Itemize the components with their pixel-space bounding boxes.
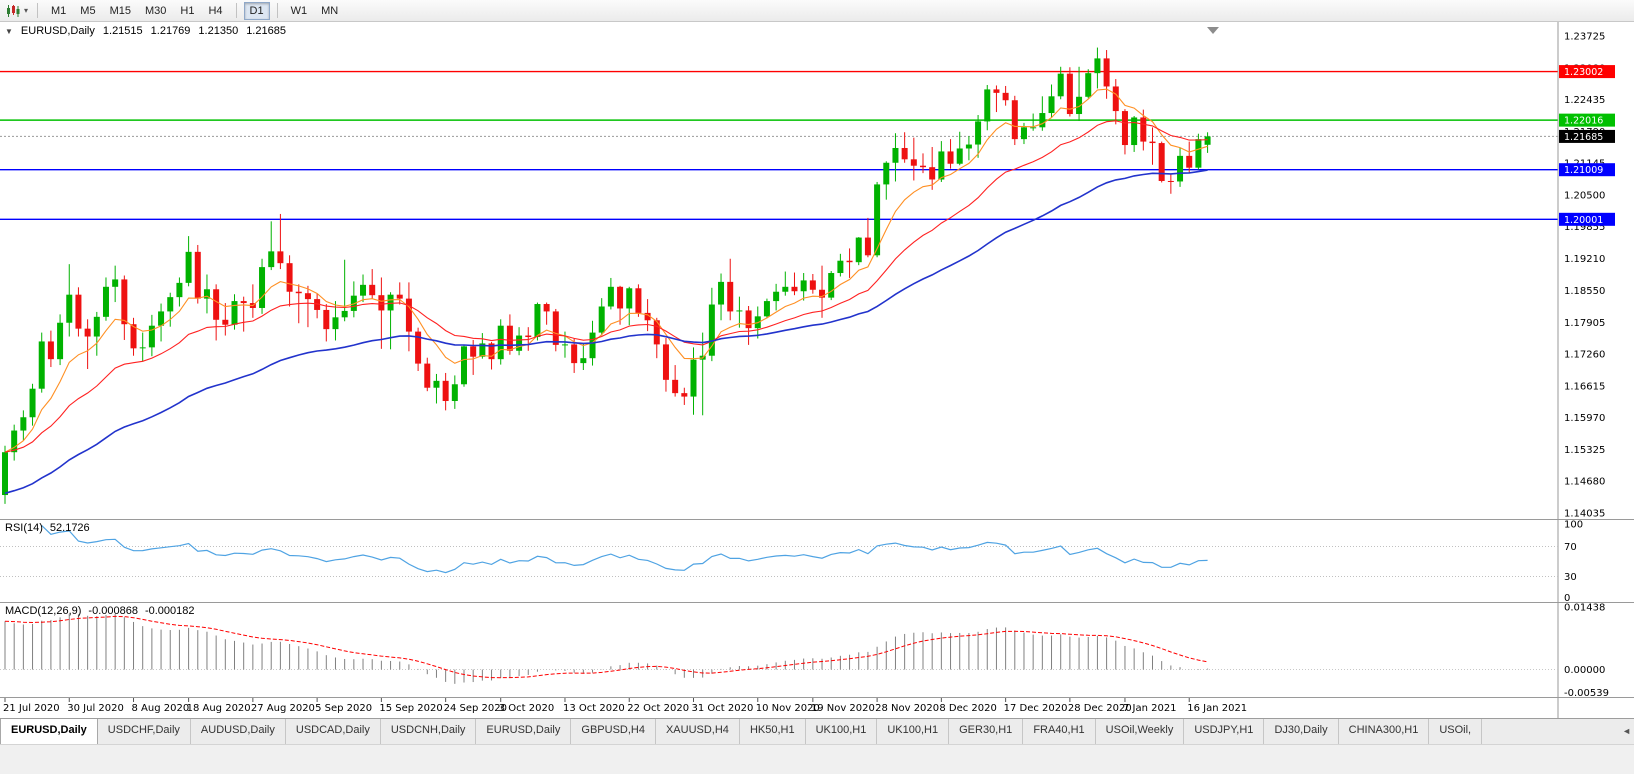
open-value: 1.21515 xyxy=(102,25,143,37)
svg-text:22 Oct 2020: 22 Oct 2020 xyxy=(627,703,689,714)
svg-text:30: 30 xyxy=(1564,572,1577,583)
svg-text:1.23725: 1.23725 xyxy=(1564,32,1605,43)
svg-text:1.17260: 1.17260 xyxy=(1564,350,1605,361)
svg-text:5 Sep 2020: 5 Sep 2020 xyxy=(315,703,372,714)
svg-text:1.17905: 1.17905 xyxy=(1564,318,1605,329)
svg-text:-0.00539: -0.00539 xyxy=(1564,688,1609,699)
tab-dj30-daily[interactable]: DJ30,Daily xyxy=(1264,719,1339,744)
tab-usdchf-daily[interactable]: USDCHF,Daily xyxy=(98,719,191,744)
svg-text:1.21685: 1.21685 xyxy=(1564,132,1603,143)
tab-fra40-h1[interactable]: FRA40,H1 xyxy=(1023,719,1096,744)
timeframe-d1-button[interactable]: D1 xyxy=(243,1,270,20)
chevron-down-icon[interactable]: ▾ xyxy=(24,6,29,15)
toolbar-separator xyxy=(235,3,237,18)
svg-text:1.21009: 1.21009 xyxy=(1564,165,1603,176)
svg-text:0.01438: 0.01438 xyxy=(1564,603,1605,614)
svg-text:1.14680: 1.14680 xyxy=(1564,477,1605,488)
svg-text:1.20500: 1.20500 xyxy=(1564,190,1605,201)
tab-usdcad-daily[interactable]: USDCAD,Daily xyxy=(286,719,381,744)
svg-text:19 Nov 2020: 19 Nov 2020 xyxy=(811,703,875,714)
svg-text:1.15970: 1.15970 xyxy=(1564,413,1605,424)
tab-uk100-h1-1[interactable]: UK100,H1 xyxy=(806,719,878,744)
tab-audusd-daily[interactable]: AUDUSD,Daily xyxy=(191,719,286,744)
chart-area: 1.237251.230801.224351.217901.211451.205… xyxy=(0,22,1634,718)
tab-eurusd-daily-2[interactable]: EURUSD,Daily xyxy=(476,719,572,744)
timeframe-h4-button[interactable]: H4 xyxy=(202,2,228,20)
svg-text:1.14035: 1.14035 xyxy=(1564,509,1605,520)
svg-text:8 Dec 2020: 8 Dec 2020 xyxy=(939,703,997,714)
svg-text:28 Nov 2020: 28 Nov 2020 xyxy=(875,703,939,714)
tab-usdcnh-daily[interactable]: USDCNH,Daily xyxy=(381,719,477,744)
timeframe-w1-button[interactable]: W1 xyxy=(285,2,314,20)
tab-usdjpy-h1[interactable]: USDJPY,H1 xyxy=(1184,719,1265,744)
svg-text:0: 0 xyxy=(1564,593,1570,604)
rsi-value: 52.1726 xyxy=(49,522,90,534)
timeframe-m1-button[interactable]: M1 xyxy=(45,2,72,20)
macd-name: MACD(12,26,9) xyxy=(5,605,82,617)
svg-text:16 Jan 2021: 16 Jan 2021 xyxy=(1187,703,1247,714)
svg-text:3 Oct 2020: 3 Oct 2020 xyxy=(499,703,554,714)
tab-eurusd-daily-1[interactable]: EURUSD,Daily xyxy=(0,719,98,744)
tab-usoil-partial[interactable]: USOil, xyxy=(1429,719,1483,744)
tab-uk100-h1-2[interactable]: UK100,H1 xyxy=(877,719,950,744)
tab-scroll-left-icon[interactable]: ◄ xyxy=(1622,726,1631,736)
svg-text:1.16615: 1.16615 xyxy=(1564,381,1605,392)
svg-text:1.22435: 1.22435 xyxy=(1564,95,1605,106)
high-value: 1.21769 xyxy=(150,25,191,37)
close-value: 1.21685 xyxy=(246,25,286,37)
toolbar-separator xyxy=(37,3,39,18)
rsi-name: RSI(14) xyxy=(5,522,43,534)
tab-hk50-h1[interactable]: HK50,H1 xyxy=(740,719,806,744)
svg-text:28 Dec 2020: 28 Dec 2020 xyxy=(1068,703,1132,714)
symbol-period-label: EURUSD,Daily xyxy=(20,25,95,37)
svg-text:10 Nov 2020: 10 Nov 2020 xyxy=(756,703,820,714)
chart-tabs-bar: EURUSD,Daily USDCHF,Daily AUDUSD,Daily U… xyxy=(0,718,1634,744)
svg-text:1.23002: 1.23002 xyxy=(1564,67,1603,78)
svg-text:15 Sep 2020: 15 Sep 2020 xyxy=(379,703,442,714)
macd-signal-value: -0.000182 xyxy=(144,605,195,617)
tab-china300-h1[interactable]: CHINA300,H1 xyxy=(1339,719,1430,744)
svg-text:1.19855: 1.19855 xyxy=(1564,222,1605,233)
collapse-arrow-icon[interactable]: ▼ xyxy=(5,26,13,36)
svg-text:30 Jul 2020: 30 Jul 2020 xyxy=(67,703,124,714)
tab-ger30-h1[interactable]: GER30,H1 xyxy=(949,719,1024,744)
svg-text:13 Oct 2020: 13 Oct 2020 xyxy=(563,703,625,714)
svg-text:0.00000: 0.00000 xyxy=(1564,665,1605,676)
svg-text:18 Aug 2020: 18 Aug 2020 xyxy=(187,703,251,714)
svg-text:21 Jul 2020: 21 Jul 2020 xyxy=(3,703,60,714)
svg-text:8 Aug 2020: 8 Aug 2020 xyxy=(132,703,190,714)
price-chart-canvas[interactable]: 1.237251.230801.224351.217901.211451.205… xyxy=(0,22,1634,718)
ohlc-readout: ▼ EURUSD,Daily 1.21515 1.21769 1.21350 1… xyxy=(5,25,286,37)
svg-text:24 Sep 2020: 24 Sep 2020 xyxy=(444,703,507,714)
timeframe-m15-button[interactable]: M15 xyxy=(104,2,137,20)
svg-text:1.18550: 1.18550 xyxy=(1564,286,1605,297)
timeframe-m5-button[interactable]: M5 xyxy=(74,2,101,20)
timeframe-mn-button[interactable]: MN xyxy=(315,2,344,20)
timeframe-toolbar: ▾ M1 M5 M15 M30 H1 H4 D1 W1 MN xyxy=(0,0,1634,22)
rsi-label: RSI(14) 52.1726 xyxy=(5,522,90,534)
macd-label: MACD(12,26,9) -0.000868 -0.000182 xyxy=(5,605,195,617)
tab-xauusd-h4[interactable]: XAUUSD,H4 xyxy=(656,719,740,744)
chart-candlestick-icon[interactable] xyxy=(4,3,22,19)
svg-text:1.22016: 1.22016 xyxy=(1564,116,1603,127)
low-value: 1.21350 xyxy=(198,25,239,37)
timeframe-m30-button[interactable]: M30 xyxy=(139,2,172,20)
svg-text:1.19210: 1.19210 xyxy=(1564,254,1605,265)
svg-text:1.15325: 1.15325 xyxy=(1564,445,1605,456)
svg-text:7 Jan 2021: 7 Jan 2021 xyxy=(1123,703,1177,714)
svg-text:100: 100 xyxy=(1564,520,1583,531)
tab-usoil-weekly[interactable]: USOil,Weekly xyxy=(1096,719,1185,744)
macd-main-value: -0.000868 xyxy=(88,605,138,617)
tab-gbpusd-h4[interactable]: GBPUSD,H4 xyxy=(571,719,656,744)
toolbar-separator xyxy=(276,3,278,18)
svg-text:27 Aug 2020: 27 Aug 2020 xyxy=(251,703,315,714)
status-bar xyxy=(0,744,1634,774)
timeframe-h1-button[interactable]: H1 xyxy=(174,2,200,20)
svg-text:17 Dec 2020: 17 Dec 2020 xyxy=(1004,703,1068,714)
svg-text:1.20001: 1.20001 xyxy=(1564,215,1603,226)
svg-text:31 Oct 2020: 31 Oct 2020 xyxy=(692,703,754,714)
svg-text:70: 70 xyxy=(1564,542,1577,553)
